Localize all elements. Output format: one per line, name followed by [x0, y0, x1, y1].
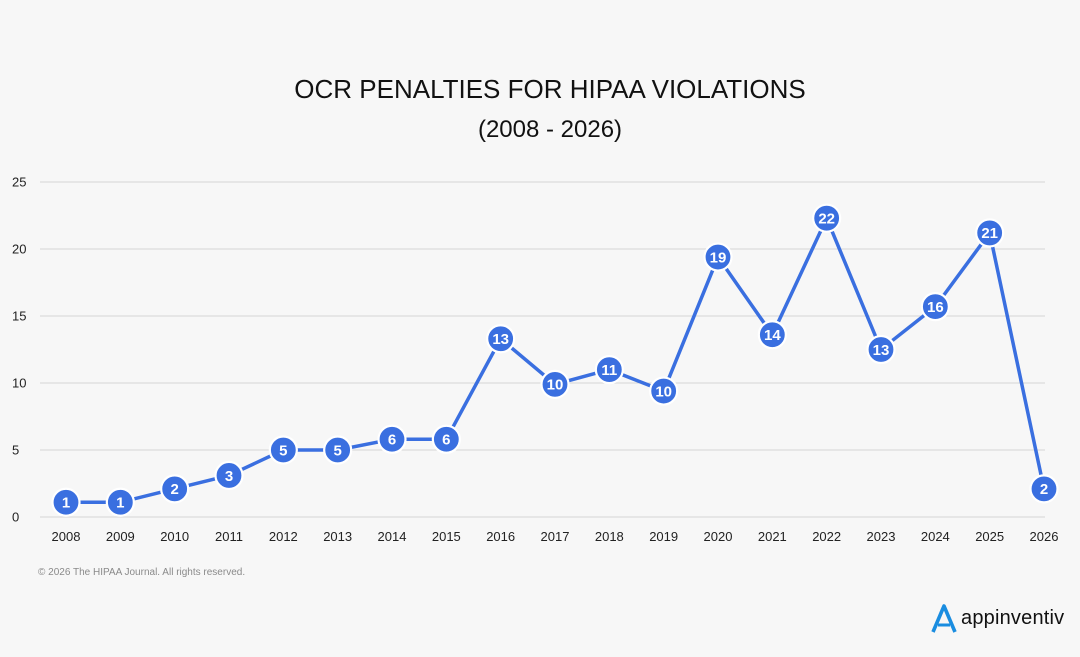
x-axis: 2008 2009 2010 2011 2012 2013 2014 2015 2016 2017… [52, 529, 1059, 544]
point-marker [540, 369, 570, 399]
y-tick-label: 20 [12, 242, 26, 257]
x-tick-label: 2016 [486, 529, 515, 544]
data-label: 13 [492, 331, 509, 348]
y-tick-label: 0 [12, 510, 19, 525]
data-point: 2 [160, 474, 190, 504]
x-tick-label: 2026 [1030, 529, 1059, 544]
data-label: 5 [279, 442, 287, 459]
data-label: 5 [333, 442, 341, 459]
data-point: 5 [323, 435, 353, 465]
y-tick-label: 25 [12, 175, 26, 190]
point-marker [975, 218, 1005, 248]
chart-title: OCR PENALTIES FOR HIPAA VIOLATIONS [294, 74, 805, 104]
data-label: 3 [225, 468, 233, 485]
data-label: 2 [170, 481, 178, 498]
x-tick-label: 2011 [215, 529, 243, 544]
data-point: 3 [214, 460, 244, 491]
copyright-notice: © 2026 The HIPAA Journal. All rights res… [38, 567, 246, 578]
brand-name: appinventiv [961, 606, 1065, 629]
x-tick-label: 2023 [867, 529, 896, 544]
point-marker [377, 424, 407, 454]
y-tick-label: 15 [12, 309, 26, 324]
point-marker [1029, 474, 1059, 504]
y-axis: 0 5 10 15 20 25 [12, 175, 26, 525]
x-tick-label: 2019 [649, 529, 678, 544]
series-line [64, 216, 1046, 505]
point-marker [866, 334, 896, 365]
chart-subtitle: (2008 - 2026) [478, 116, 622, 143]
point-marker [160, 474, 190, 504]
point-marker [431, 424, 461, 454]
data-label: 21 [981, 225, 998, 242]
x-tick-label: 2008 [52, 529, 81, 544]
appinventiv-logo-icon [931, 604, 957, 633]
data-point: 19 [703, 242, 733, 272]
x-tick-label: 2022 [812, 529, 841, 544]
x-tick-label: 2012 [269, 529, 298, 544]
data-point: 11 [594, 355, 624, 385]
data-point: 6 [431, 424, 461, 454]
data-point: 16 [920, 292, 950, 322]
data-label: 13 [873, 342, 890, 359]
point-marker [703, 242, 733, 272]
x-tick-label: 2025 [975, 529, 1004, 544]
data-label: 22 [818, 210, 835, 227]
series-line-path [64, 216, 1046, 505]
x-tick-label: 2013 [323, 529, 352, 544]
data-point: 21 [975, 218, 1005, 248]
data-point: 10 [649, 376, 679, 406]
x-tick-label: 2021 [758, 529, 787, 544]
x-tick-label: 2010 [160, 529, 189, 544]
data-label: 14 [764, 327, 781, 344]
point-marker [757, 320, 787, 350]
y-tick-label: 10 [12, 376, 26, 391]
data-label: 19 [710, 249, 727, 266]
x-tick-label: 2015 [432, 529, 461, 544]
data-point: 13 [486, 324, 516, 354]
data-label: 10 [655, 383, 672, 400]
data-point: 6 [377, 424, 407, 454]
data-point: 10 [540, 369, 570, 399]
data-label: 16 [927, 299, 944, 316]
point-marker [920, 292, 950, 322]
point-marker [649, 376, 679, 406]
point-marker [51, 487, 81, 517]
point-marker [268, 435, 298, 465]
data-point: 5 [268, 435, 298, 465]
brand-logo: appinventiv [930, 603, 1064, 633]
data-label: 2 [1040, 481, 1048, 498]
data-point: 14 [757, 320, 787, 350]
data-label: 1 [62, 495, 70, 512]
x-tick-label: 2018 [595, 529, 624, 544]
point-marker [323, 435, 353, 465]
x-tick-label: 2024 [921, 529, 950, 544]
point-marker [812, 203, 842, 233]
x-tick-label: 2017 [541, 529, 570, 544]
point-marker [594, 355, 624, 385]
data-point: 1 [105, 487, 135, 517]
point-marker [105, 487, 135, 517]
point-marker [214, 460, 244, 491]
x-tick-label: 2020 [704, 529, 733, 544]
x-tick-label: 2009 [106, 529, 135, 544]
point-marker [486, 324, 516, 354]
data-point: 13 [866, 334, 896, 365]
data-point: 2 [1029, 474, 1059, 504]
data-point: 1 [51, 487, 81, 517]
data-label: 6 [388, 432, 396, 449]
data-label: 6 [442, 432, 450, 449]
data-point: 22 [812, 203, 842, 233]
data-label: 10 [547, 377, 564, 394]
data-label: 11 [601, 362, 617, 379]
y-tick-label: 5 [12, 443, 19, 458]
x-tick-label: 2014 [378, 529, 407, 544]
data-label: 1 [116, 495, 124, 512]
